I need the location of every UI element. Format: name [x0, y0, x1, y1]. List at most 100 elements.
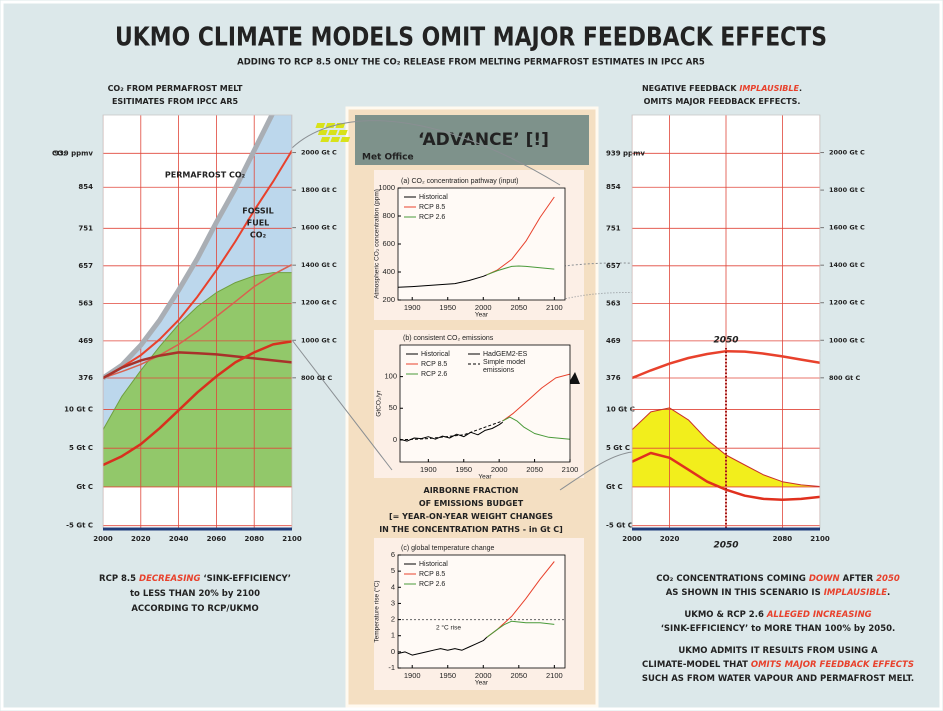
- y-tick-label: 1: [391, 631, 395, 640]
- text-segment: [= YEAR-ON-YEAR WEIGHT CHANGES: [389, 512, 553, 521]
- connector: [291, 120, 561, 186]
- x-tick-label: 2100: [562, 465, 579, 474]
- y-tick-label: 751: [606, 224, 621, 232]
- title: UKMO CLIMATE MODELS OMIT MAJOR FEEDBACK …: [115, 23, 827, 53]
- plot-content: [398, 196, 555, 288]
- plot-area: [398, 555, 565, 668]
- flux-tick-label: Gt C: [76, 483, 93, 491]
- line: [103, 272, 292, 431]
- x-tick-label: 2050: [510, 303, 527, 312]
- text-line: ESITIMATES FROM IPCC AR5: [112, 97, 239, 106]
- x-tick-label: 2000: [491, 465, 508, 474]
- text-segment: AS SHOWN IN THIS SCENARIO IS: [666, 588, 824, 598]
- x-tick-label: 2080: [244, 535, 264, 543]
- flux-tick-label: 10 Gt C: [64, 405, 93, 413]
- line: [502, 416, 570, 440]
- y-tick-label: 751: [78, 224, 93, 232]
- met-office-logo: Met Office: [362, 153, 414, 163]
- x-tick-label: 2050: [526, 465, 543, 474]
- subtitle: ADDING TO RCP 8.5 ONLY THE CO₂ RELEASE F…: [237, 58, 705, 68]
- x-tick-label: 1950: [439, 303, 456, 312]
- line: [502, 373, 570, 422]
- text-segment: CO₂ FROM PERMAFROST MELT: [108, 84, 243, 93]
- line: [103, 340, 292, 467]
- y-tick-label: 469: [606, 337, 621, 345]
- line: [103, 115, 275, 381]
- line: [486, 265, 555, 276]
- text-line: CO₂ CONCENTRATIONS COMING DOWN AFTER 205…: [656, 574, 900, 584]
- x-tick-label: 2100: [810, 535, 830, 543]
- y-tick-label: 0: [391, 647, 395, 656]
- headline: ‘ADVANCE’ [!]: [418, 130, 549, 150]
- legend-label-box: Simple model emissions: [483, 359, 526, 374]
- line: [400, 420, 503, 441]
- x-tick-label: 2000: [475, 671, 492, 680]
- highlight-text: ALLEGED INCREASING: [766, 610, 872, 620]
- y2-tick-label: 1600 Gt C: [301, 224, 337, 232]
- text-line: OF EMISSIONS BUDGET: [419, 499, 524, 508]
- line: [632, 407, 820, 487]
- logo-tile: [340, 137, 351, 142]
- x-axis-label: Year: [475, 312, 489, 319]
- text-line: CLIMATE-MODEL THAT OMITS MAJOR FEEDBACK …: [642, 660, 914, 670]
- x-tick-label: 2100: [546, 303, 563, 312]
- flux-tick-label: -5 Gt C: [66, 522, 93, 530]
- x-tick-label: 1900: [404, 303, 421, 312]
- x-axis-label: Year: [478, 474, 492, 481]
- text-line: NEGATIVE FEEDBACK IMPLAUSIBLE.: [642, 84, 802, 93]
- annotation: CO₂: [250, 231, 267, 240]
- legend-label: RCP 2.6: [419, 214, 445, 221]
- area: [632, 407, 820, 487]
- logo-tile: [320, 137, 331, 142]
- y2-tick-label: 1200 Gt C: [829, 299, 865, 307]
- y-tick-label: 6: [391, 550, 395, 559]
- line: [398, 636, 488, 656]
- x-tick-label: 2100: [282, 535, 302, 543]
- text-segment: UKMO ADMITS IT RESULTS FROM USING A: [678, 646, 878, 656]
- y-axis-label: GtCO₂/yr: [376, 389, 383, 416]
- y-tick-label: 376: [78, 374, 93, 382]
- text-segment: NEGATIVE FEEDBACK: [642, 84, 739, 93]
- text-line: SUCH AS FROM WATER VAPOUR AND PERMAFROST…: [642, 674, 914, 684]
- y2-tick-label: 1000 Gt C: [301, 336, 337, 344]
- y-axis-label: Temperature rise (°C): [373, 580, 381, 642]
- text-line: [= YEAR-ON-YEAR WEIGHT CHANGES: [389, 512, 553, 521]
- x-tick-label: 1950: [439, 671, 456, 680]
- x-tick-label: 1900: [420, 465, 437, 474]
- flux-tick-label: 10 Gt C: [606, 405, 635, 413]
- annotation: FOSSIL: [242, 207, 274, 216]
- flux-tick-label: 5 Gt C: [69, 444, 93, 452]
- line: [103, 263, 292, 379]
- y-tick-label: 0: [393, 435, 397, 444]
- y-tick-label: 469: [78, 337, 93, 345]
- highlight-text: OMITS MAJOR FEEDBACK EFFECTS: [751, 660, 914, 670]
- y-tick-label: 854: [78, 183, 93, 191]
- y-tick-label: 939 ppmv: [54, 149, 93, 157]
- axis-unit: CO₂: [52, 149, 66, 157]
- logo-tile: [315, 123, 326, 128]
- text-segment: RCP 8.5: [99, 574, 139, 584]
- met-office-header: [355, 115, 589, 165]
- line: [632, 349, 820, 380]
- x-tick-label: 2000: [93, 535, 113, 543]
- plot-area: [398, 188, 565, 300]
- text-line: RCP 8.5 DECREASING ‘SINK-EFFICIENCY’: [99, 574, 291, 584]
- flux-tick-label: Gt C: [606, 483, 623, 491]
- plot-content: [400, 373, 570, 442]
- y2-tick-label: 1400 Gt C: [829, 261, 865, 269]
- line: [103, 351, 292, 380]
- logo-tile: [325, 123, 336, 128]
- y-tick-label: 657: [78, 262, 93, 270]
- y-tick-label: 657: [606, 262, 621, 270]
- connector: [559, 451, 633, 491]
- y-tick-label: 1000: [378, 183, 395, 192]
- text-line: CO₂ FROM PERMAFROST MELT: [108, 84, 243, 93]
- y2-tick-label: 1200 Gt C: [301, 299, 337, 307]
- legend-label: RCP 8.5: [419, 571, 445, 578]
- x-tick-label: 2080: [773, 535, 793, 543]
- text-line: AIRBORNE FRACTION: [424, 486, 519, 495]
- legend-label: Simple model emissions: [483, 359, 526, 374]
- line: [486, 196, 555, 276]
- y-tick-label: 100: [384, 372, 397, 381]
- y-tick-label: 4: [391, 582, 395, 591]
